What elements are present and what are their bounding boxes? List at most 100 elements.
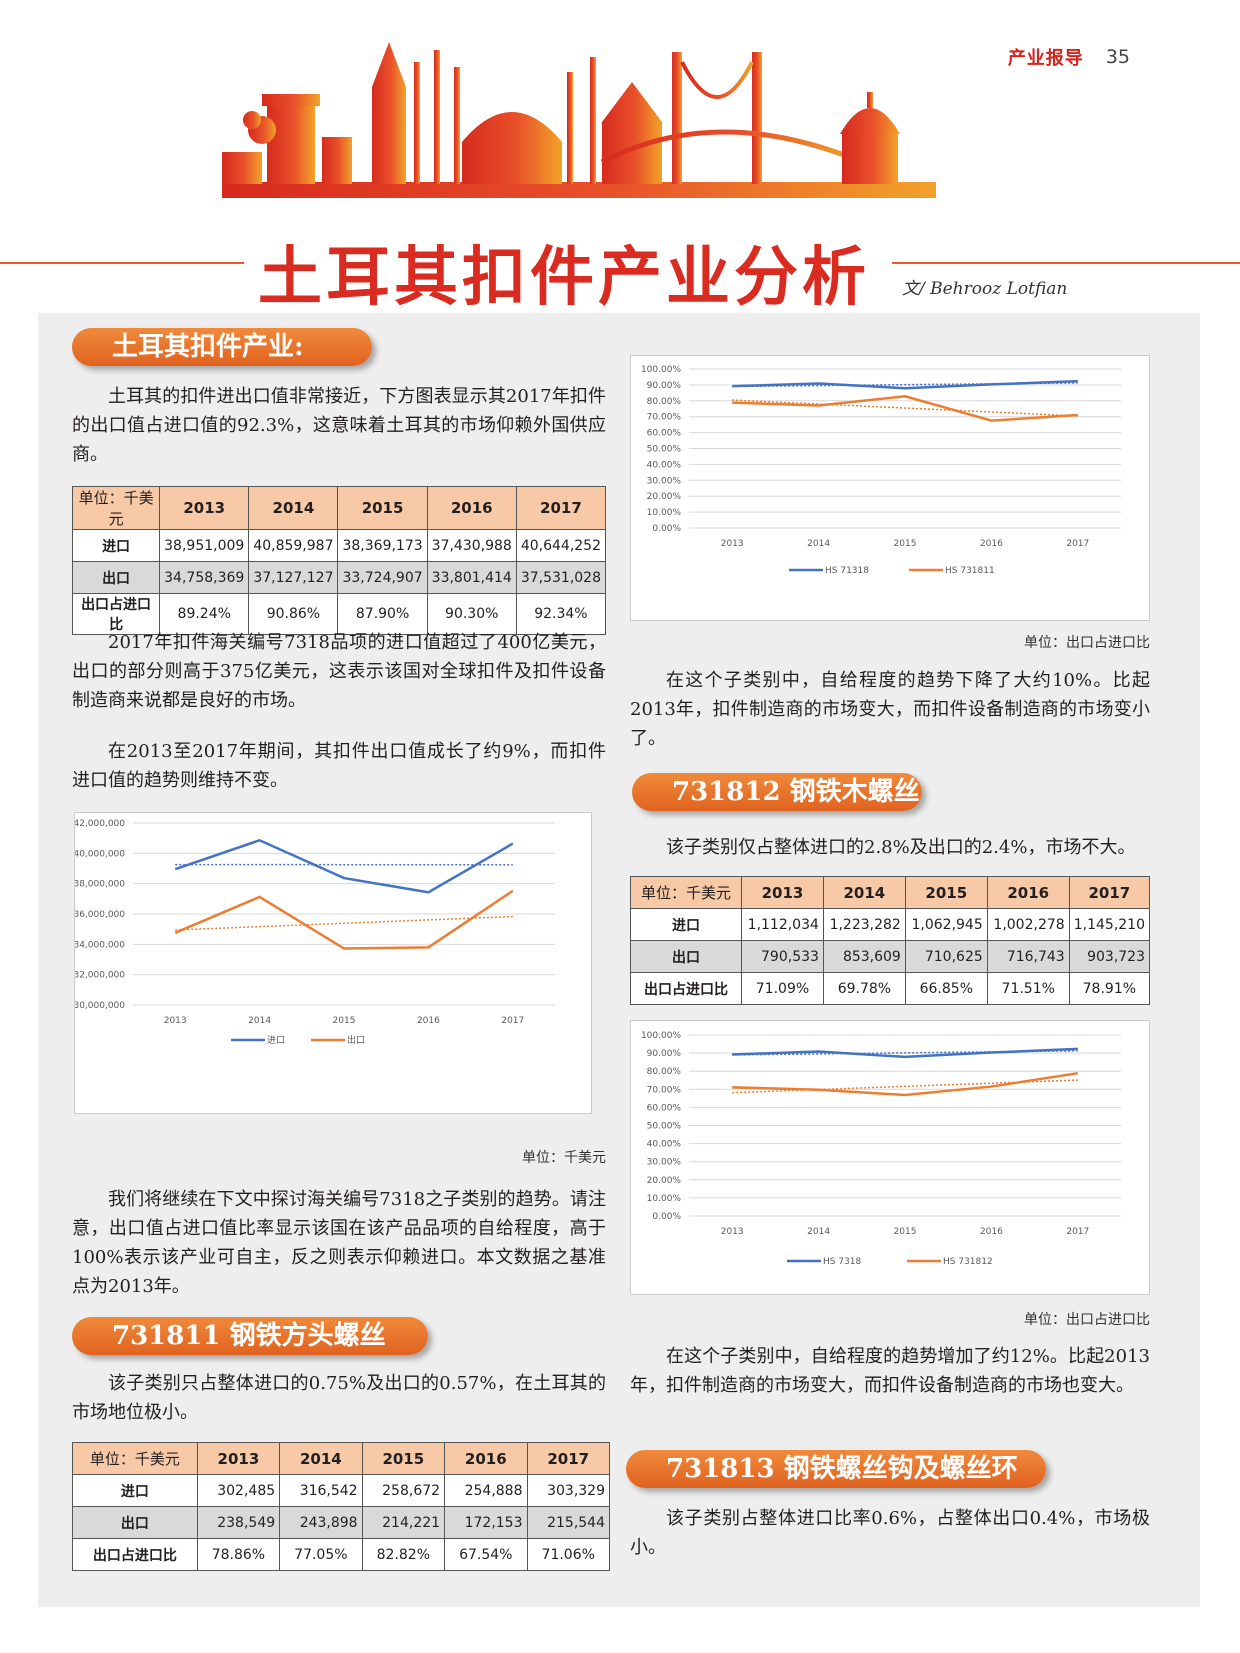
x-tick-label: 2014 [807,539,830,549]
trendline [175,915,513,931]
paragraph: 该子类别只占整体进口的0.75%及出口的0.57%，在土耳其的市场地位极小。 [72,1373,606,1423]
y-tick-label: 80.00% [647,1067,682,1077]
row-label: 进口 [71,529,161,562]
y-tick-label: 30.00% [647,1158,682,1168]
legend-label: HS 731811 [945,566,995,576]
table-header-cell: 单位：千美元 [71,486,161,530]
y-tick-label: 40.00% [647,1140,682,1150]
legend-label: 出口 [347,1034,365,1046]
title-rule-left [0,262,244,264]
table-cell: 78.86% [196,1538,281,1571]
table-header-cell: 2016 [986,876,1070,909]
line-chart: 0.00% 10.00% 20.00% 30.00% 40.00% 50.00% 60.00… [641,1031,1121,1267]
paragraph: 在2013至2017年期间，其扣件出口值成长了约9%，而扣件进口值的趋势则维持不… [72,741,606,791]
y-tick-label: 100.00% [641,365,681,375]
table-header-row: 单位：千美元 2013 2014 2015 2016 2017 [72,1442,610,1475]
table-row: 进口 38,951,009 40,859,987 38,369,173 37,430,9… [71,529,607,562]
data-table-731812: 单位：千美元 2013 2014 2015 2016 2017 进口 1,112,034 1,2… [630,876,1151,1005]
paragraph: 该子类别占整体进口比率0.6%，占整体出口0.4%，市场极小。 [630,1508,1150,1558]
row-label: 出口 [72,1506,198,1539]
running-header: 产业报导 35 [1008,44,1130,70]
y-tick-label: 50.00% [647,445,682,455]
chart-import-export: 30,000,000 32,000,000 34,000,000 36,000,000… [73,812,592,1114]
table-header-cell: 2015 [361,1442,446,1475]
row-label: 出口占进口比 [72,1538,198,1571]
table-cell: 71.09% [741,972,824,1005]
x-tick-label: 2017 [1066,1227,1089,1237]
table-cell: 71.51% [986,972,1070,1005]
series-line [174,889,514,950]
table-header-cell: 2017 [526,1442,610,1475]
table-row: 出口占进口比 89.24% 90.86% 87.90% 90.30% 92.34% [71,593,607,635]
y-tick-label: 100.00% [641,1031,681,1041]
data-table-731811: 单位：千美元 2013 2014 2015 2016 2017 进口 302,485 316,5… [72,1442,610,1571]
series-line [174,838,514,894]
trendline [732,382,1078,388]
table-cell: 38,951,009 [159,529,250,562]
y-tick-label: 10.00% [647,1194,682,1204]
table-header-cell: 2016 [426,486,517,530]
unit-label: 单位：出口占进口比 [1024,1312,1150,1328]
table-cell: 87.90% [337,593,428,635]
section-heading: 731812 钢铁木螺丝 [632,773,922,811]
table-cell: 710,625 [904,940,988,973]
legend-label: 进口 [267,1035,285,1046]
byline: 文/ Behrooz Lotfian [902,279,1068,299]
y-tick-label: 70.00% [647,1085,682,1095]
y-tick-label: 20.00% [647,1176,682,1186]
table-header-cell: 单位：千美元 [630,876,742,909]
x-tick-label: 2017 [1066,539,1089,549]
y-tick-label: 30,000,000 [75,1001,125,1011]
x-tick-label: 2015 [894,539,917,549]
table-cell: 71.06% [526,1538,610,1571]
istanbul-skyline-illustration [222,42,936,198]
line-chart: 0.00% 10.00% 20.00% 30.00% 40.00% 50.00% 60.00… [641,365,1121,576]
table-header-cell: 2015 [337,486,428,530]
table-cell: 37,127,127 [248,561,339,594]
table-row: 出口 34,758,369 37,127,127 33,724,907 33,801,4… [71,561,607,594]
table-cell: 90.30% [426,593,517,635]
x-tick-label: 2014 [807,1227,830,1237]
table-row: 进口 1,112,034 1,223,282 1,062,945 1,002,278 1,… [630,908,1151,941]
y-tick-label: 90.00% [647,381,682,391]
table-row: 出口占进口比 71.09% 69.78% 66.85% 71.51% 78.91% [630,972,1151,1005]
table-cell: 790,533 [741,940,824,973]
y-tick-label: 0.00% [652,524,681,534]
y-tick-label: 70.00% [647,413,682,423]
table-cell: 33,724,907 [337,561,428,594]
y-tick-label: 42,000,000 [75,819,125,829]
table-cell: 238,549 [196,1506,281,1539]
x-tick-label: 2014 [248,1016,271,1026]
row-label: 出口占进口比 [630,972,742,1005]
table-header-cell: 单位：千美元 [72,1442,198,1475]
table-cell: 215,544 [526,1506,610,1539]
table-header-cell: 2017 [1068,876,1151,909]
section-heading: 731813 钢铁螺丝钩及螺丝环 [626,1450,1046,1488]
table-cell: 254,888 [444,1474,528,1507]
table-cell: 303,329 [526,1474,610,1507]
table-header-cell: 2017 [515,486,607,530]
row-label: 进口 [72,1474,198,1507]
table-cell: 903,723 [1068,940,1151,973]
chart-ratio-731811: 0.00% 10.00% 20.00% 30.00% 40.00% 50.00% 60.00… [630,355,1150,621]
y-tick-label: 90.00% [647,1049,682,1059]
table-header-row: 单位：千美元 2013 2014 2015 2016 2017 [630,876,1151,909]
y-tick-label: 80.00% [647,397,682,407]
legend-label: HS 7318 [823,1257,862,1267]
series-line [732,395,1078,422]
table-cell: 258,672 [361,1474,446,1507]
table-cell: 67.54% [444,1538,528,1571]
table-cell: 92.34% [515,593,607,635]
table-cell: 82.82% [361,1538,446,1571]
table-cell: 66.85% [904,972,988,1005]
table-row: 出口 790,533 853,609 710,625 716,743 903,723 [630,940,1151,973]
table-row: 出口占进口比 78.86% 77.05% 82.82% 67.54% 71.06% [72,1538,610,1571]
x-tick-label: 2017 [501,1016,524,1026]
table-cell: 37,430,988 [426,529,517,562]
y-tick-label: 10.00% [647,508,682,518]
x-tick-label: 2015 [894,1227,917,1237]
trendline [732,1050,1078,1056]
table-cell: 77.05% [279,1538,363,1571]
table-cell: 243,898 [279,1506,363,1539]
table-cell: 34,758,369 [159,561,250,594]
